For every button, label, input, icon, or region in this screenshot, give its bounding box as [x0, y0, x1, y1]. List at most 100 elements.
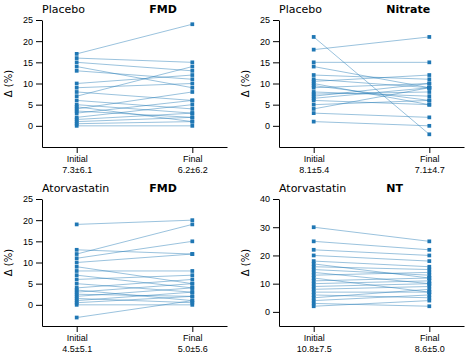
marker [75, 52, 79, 56]
y-axis: 0510152025 [23, 194, 43, 326]
tick-label: Final6.2±6.2 [178, 154, 208, 174]
marker [190, 90, 194, 94]
panel: 0510152025Initial4.5±5.1Final5.0±5.6Δ (%… [3, 182, 228, 354]
tick-mark [36, 20, 42, 21]
line [314, 278, 430, 292]
marker [75, 252, 79, 256]
subtitle: FMD [149, 3, 177, 16]
tick-label: 5 [28, 279, 33, 289]
tick-mark [273, 41, 279, 42]
tick-label-line: Initial [304, 154, 325, 164]
marker [75, 60, 79, 64]
y-axis-title: Δ (%) [240, 249, 251, 276]
line [77, 100, 193, 108]
marker [427, 86, 431, 90]
tick: Initial8.1±5.4 [299, 147, 329, 175]
tick: 40 [260, 194, 279, 204]
tick: 15 [260, 58, 279, 68]
line [314, 37, 430, 50]
line [77, 67, 193, 97]
tick-label-line: 8.6±5.0 [415, 344, 445, 354]
title: Atorvastatin [279, 182, 346, 195]
tick-mark [273, 62, 279, 63]
marker [312, 90, 316, 94]
marker [427, 115, 431, 119]
tick-label-line: 6.2±6.2 [178, 165, 208, 175]
marker [190, 290, 194, 294]
marker [190, 103, 194, 107]
tick-label: 10 [23, 258, 33, 268]
tick-mark [36, 126, 42, 127]
tick: 0 [28, 121, 42, 131]
marker [75, 316, 79, 320]
x-axis: Initial4.5±5.1Final5.0±5.6 [43, 326, 228, 354]
tick-mark [273, 312, 279, 313]
marker [312, 77, 316, 81]
marker [75, 278, 79, 282]
marker [190, 73, 194, 77]
tick: 5 [28, 279, 42, 289]
marker [427, 132, 431, 136]
tick-mark [36, 220, 42, 221]
line [77, 267, 193, 284]
line [77, 71, 193, 79]
marker [312, 248, 316, 252]
line [314, 250, 430, 256]
tick: 30 [260, 223, 279, 233]
line [77, 284, 193, 292]
tick-mark [36, 241, 42, 242]
tick-label: 0 [265, 121, 270, 131]
marker [427, 35, 431, 39]
tick-label: 30 [260, 223, 270, 233]
marker [190, 120, 194, 124]
marker [75, 90, 79, 94]
tick-label: Initial10.8±7.5 [297, 333, 332, 353]
marker [312, 103, 316, 107]
panel: 0510152025Initial7.3±6.1Final6.2±6.2Δ (%… [3, 3, 228, 175]
tick: 10 [23, 258, 42, 268]
marker [190, 115, 194, 119]
y-axis: 010203040 [260, 194, 280, 326]
marker [427, 86, 431, 90]
line [314, 67, 430, 88]
tick-label: 10 [260, 279, 270, 289]
tick-label: 10 [260, 79, 270, 89]
tick-mark [314, 326, 315, 332]
tick-mark [36, 62, 42, 63]
marker [190, 111, 194, 115]
tick: 15 [23, 58, 42, 68]
marker [190, 223, 194, 227]
tick-mark [273, 84, 279, 85]
tick-label-line: Initial [67, 154, 88, 164]
marker [75, 269, 79, 273]
tick-mark [429, 147, 430, 153]
tick-label-line: 5.0±5.6 [178, 344, 208, 354]
marker [190, 269, 194, 273]
marker [190, 82, 194, 86]
y-axis-title: Δ (%) [240, 70, 251, 97]
tick-mark [273, 20, 279, 21]
marker [190, 299, 194, 303]
tick: Initial10.8±7.5 [297, 326, 332, 354]
marker [427, 254, 431, 258]
tick-label-line: Final [420, 154, 440, 164]
tick: 10 [260, 79, 279, 89]
marker [427, 282, 431, 286]
tick: Initial4.5±5.1 [62, 326, 92, 354]
tick-label-line: Final [420, 333, 440, 343]
marker [75, 286, 79, 290]
marker [427, 60, 431, 64]
line [314, 295, 430, 301]
marks [312, 225, 431, 308]
tick-mark [429, 326, 430, 332]
line [77, 58, 193, 62]
tick: 20 [260, 251, 279, 261]
tick-label: Initial8.1±5.4 [299, 154, 329, 174]
tick: Final8.6±5.0 [415, 326, 445, 354]
marker [427, 276, 431, 280]
tick: 20 [23, 216, 42, 226]
panel: 010203040Initial10.8±7.5Final8.6±5.0Δ (%… [240, 182, 465, 354]
line [314, 295, 430, 298]
tick-mark [273, 105, 279, 106]
marker [190, 22, 194, 26]
